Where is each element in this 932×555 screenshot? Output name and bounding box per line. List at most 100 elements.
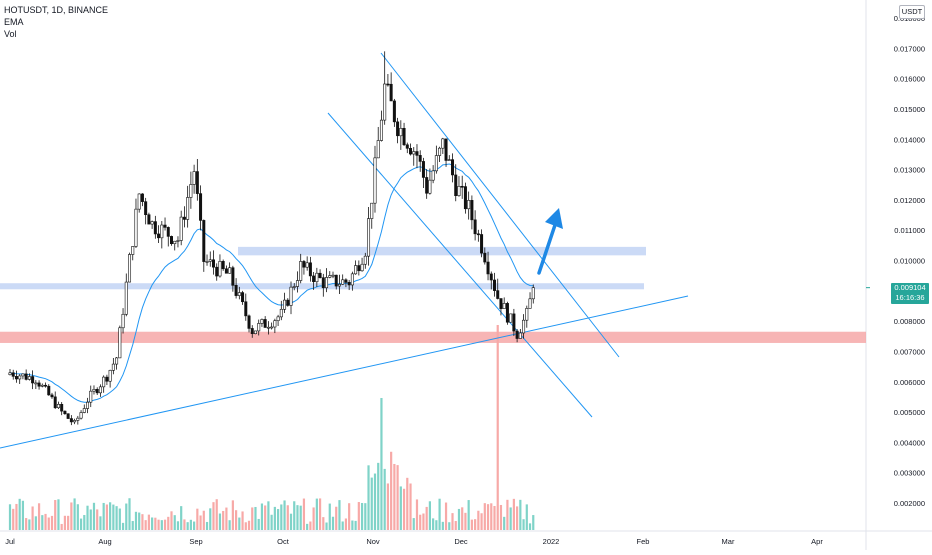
candle-body (118, 327, 122, 359)
volume-bar (528, 523, 532, 530)
candle-body (137, 193, 141, 210)
price-tick-label[interactable]: 0.008000 (894, 317, 925, 326)
volume-bar (254, 506, 257, 530)
volume-bar (289, 513, 293, 530)
volume-bar (63, 515, 67, 530)
price-tick-label[interactable]: 0.007000 (894, 347, 925, 356)
candle-body (441, 138, 445, 149)
candle-body (454, 174, 458, 197)
time-tick-label[interactable]: 2022 (543, 537, 560, 546)
candle-body (92, 389, 96, 392)
volume-bar (354, 520, 357, 530)
price-tick-label[interactable]: 0.002000 (894, 499, 925, 508)
candle-body (341, 279, 345, 285)
volume-bar (105, 504, 108, 530)
volume-bar (415, 499, 419, 530)
price-tick-label[interactable]: 0.011000 (894, 226, 925, 235)
candle-body (492, 279, 496, 291)
price-tick-label[interactable]: 0.004000 (894, 438, 925, 447)
candle-body (221, 261, 225, 270)
volume-bar (509, 507, 512, 530)
time-tick-label[interactable]: Aug (98, 537, 111, 546)
volume-bar (147, 514, 150, 530)
volume-bar (99, 516, 102, 530)
ema-indicator-label[interactable]: EMA (4, 17, 24, 27)
price-tick-label[interactable]: 0.012000 (894, 196, 925, 205)
candle-body (399, 127, 403, 137)
time-tick-label[interactable]: Feb (637, 537, 650, 546)
candle-body (370, 202, 374, 219)
time-tick-label[interactable]: Sep (189, 537, 202, 546)
candle-body (128, 254, 132, 283)
price-tick-label[interactable]: 0.013000 (894, 166, 925, 175)
candle-body (496, 290, 500, 299)
projection-arrow[interactable] (537, 208, 563, 275)
candle-body (134, 208, 138, 247)
price-tick-label[interactable]: 0.016000 (894, 75, 925, 84)
symbol-title[interactable]: HOTUSDT, 1D, BINANCE (4, 5, 109, 15)
price-tick-label[interactable]: 0.005000 (894, 408, 925, 417)
candle-body (522, 319, 526, 334)
price-tick-label[interactable]: 0.010000 (894, 257, 925, 266)
volume-bar (238, 517, 241, 530)
candle-body (376, 140, 380, 159)
volume-bar (73, 498, 76, 530)
volume-bar (276, 509, 280, 530)
candle-body (321, 277, 325, 289)
time-tick-label[interactable]: Oct (277, 537, 290, 546)
volume-bar (286, 505, 289, 530)
candle-body (451, 159, 455, 176)
candle-body (189, 184, 193, 198)
volume-bar (461, 507, 464, 530)
volume-bar (18, 498, 21, 530)
volume-bar (299, 505, 302, 530)
volume-bar (180, 506, 183, 530)
currency-unit-button[interactable]: USDT (899, 5, 925, 19)
volume-bar (360, 502, 364, 530)
volume-bar (163, 519, 167, 530)
candle-body (195, 171, 199, 194)
price-tick-label[interactable]: 0.017000 (894, 44, 925, 53)
chart-legend: HOTUSDT, 1D, BINANCE EMA Vol (4, 4, 108, 40)
volume-bar (296, 505, 299, 530)
time-tick-label[interactable]: Apr (811, 537, 823, 546)
time-axis[interactable]: Jul Aug Sep Oct Nov Dec 2022 Feb Mar Apr (5, 537, 823, 546)
volume-indicator-label[interactable]: Vol (4, 29, 17, 39)
volume-bar (309, 521, 312, 530)
volume-bar (532, 515, 535, 530)
candles-layer (8, 51, 535, 426)
volume-bar (167, 516, 170, 530)
volume-bar (380, 398, 383, 530)
volume-bar (102, 502, 105, 530)
time-tick-label[interactable]: Mar (722, 537, 735, 546)
volume-bar (370, 477, 373, 530)
candle-body (40, 384, 44, 387)
candle-body (473, 219, 477, 235)
price-tick-label[interactable]: 0.015000 (894, 105, 925, 114)
volume-bar (383, 468, 386, 530)
candle-body (182, 216, 186, 220)
candle-body (140, 193, 144, 202)
price-tick-label[interactable]: 0.014000 (894, 135, 925, 144)
candle-body (363, 255, 367, 265)
candle-body (528, 298, 532, 309)
descending-channel-lower-line (327, 112, 593, 418)
volume-bar (264, 505, 267, 530)
volume-bar (125, 503, 128, 530)
price-tick-label[interactable]: 0.006000 (894, 378, 925, 387)
volume-bar (357, 502, 360, 530)
volume-bar (393, 463, 396, 530)
time-tick-label[interactable]: Dec (454, 537, 468, 546)
volume-bar (486, 504, 490, 530)
volume-bar (54, 500, 57, 530)
price-tick-label[interactable]: 0.003000 (894, 469, 925, 478)
volume-bar (503, 516, 506, 530)
time-tick-label[interactable]: Jul (5, 537, 15, 546)
candle-body (270, 326, 274, 329)
trendlines-layer[interactable] (0, 52, 689, 449)
candle-body (105, 376, 109, 382)
time-tick-label[interactable]: Nov (366, 537, 380, 546)
volume-bar (138, 512, 141, 530)
